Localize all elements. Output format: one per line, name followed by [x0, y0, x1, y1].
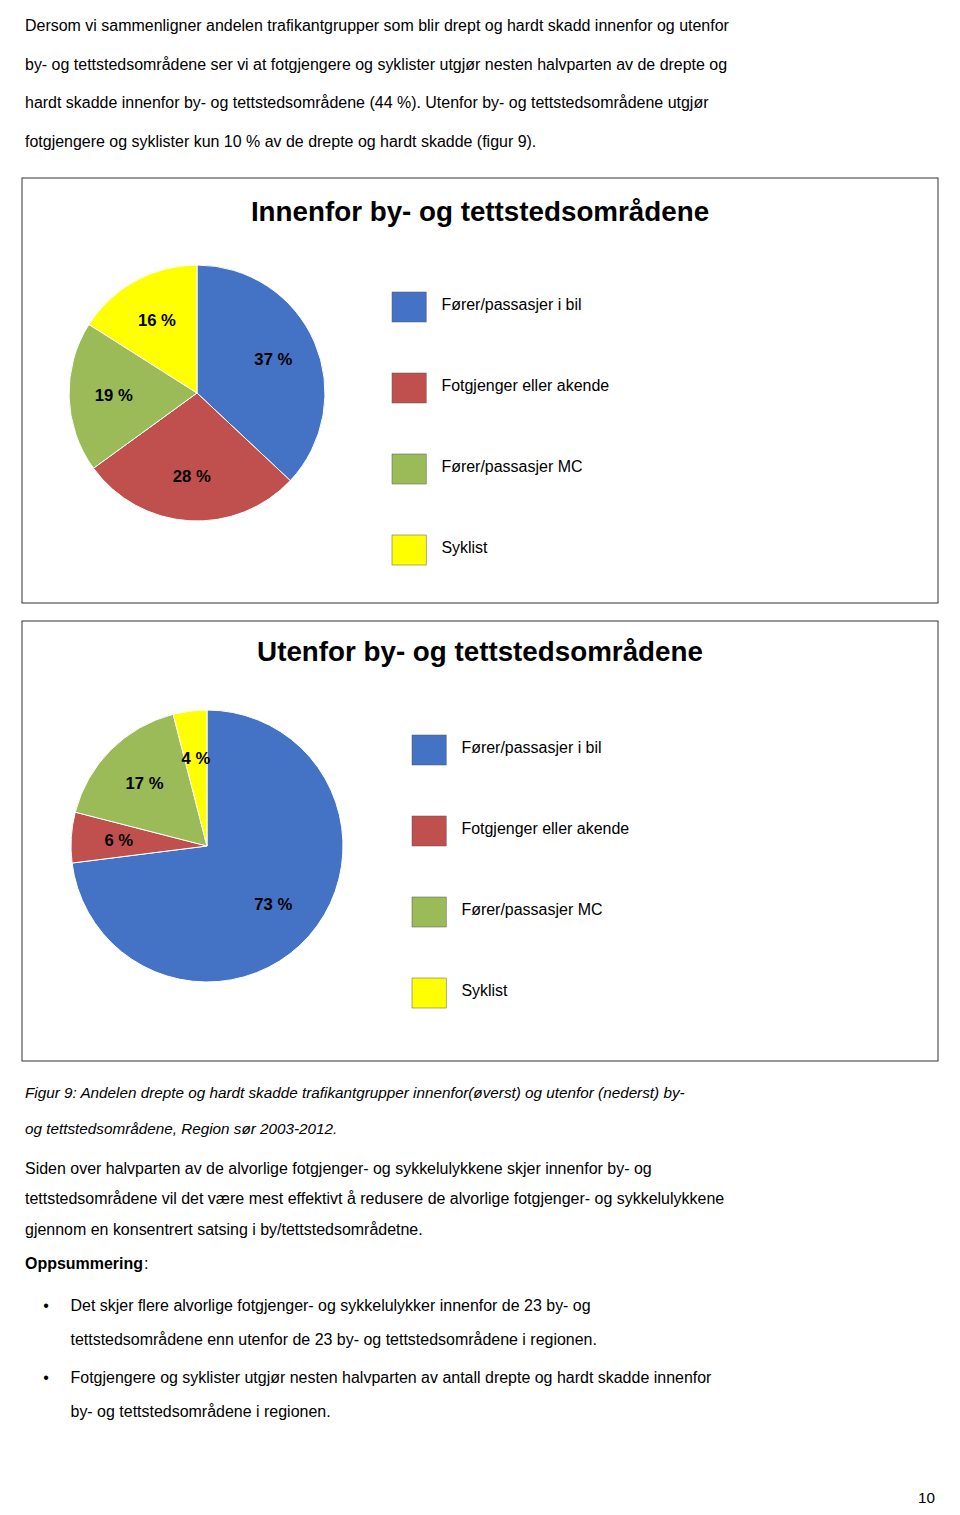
legend: Fører/passasjer i bil Fotgjenger eller ak…	[392, 292, 609, 565]
data-label: 6 %	[104, 831, 133, 850]
data-label: 16 %	[138, 311, 176, 330]
caption-line: Figur 9: Andelen drepte og hardt skadde …	[25, 1084, 685, 1101]
legend-swatch	[392, 373, 426, 403]
chart-title: Innenfor by- og tettstedsområdene	[251, 196, 709, 227]
summary-title: Oppsummering	[25, 1255, 143, 1272]
chart-title: Utenfor by- og tettstedsområdene	[257, 636, 703, 667]
legend-item: Fører/passasjer i bil	[412, 735, 602, 765]
data-label: 17 %	[126, 774, 164, 793]
page-number: 10	[918, 1489, 935, 1506]
data-label: 4 %	[182, 749, 211, 768]
legend-swatch	[412, 735, 446, 765]
bullet-line: Det skjer flere alvorlige fotgjenger- og…	[71, 1297, 591, 1314]
bullet-symbol: •	[43, 1297, 49, 1314]
bullet-symbol: •	[43, 1369, 49, 1386]
data-label: 19 %	[95, 386, 133, 405]
legend-swatch	[392, 535, 426, 565]
legend-swatch	[392, 292, 426, 322]
body-line: Siden over halvparten av de alvorlige fo…	[25, 1160, 652, 1177]
legend-label: Fører/passasjer MC	[441, 458, 582, 475]
legend: Fører/passasjer i bil Fotgjenger eller ak…	[412, 735, 629, 1008]
data-label: 28 %	[173, 467, 211, 486]
pie-panel: Utenfor by- og tettstedsområdene 73 % 6 % 1…	[22, 621, 938, 1061]
panel-frame	[22, 178, 938, 603]
bullet-line: Fotgjengere og syklister utgjør nesten h…	[71, 1369, 713, 1386]
panel-frame	[22, 621, 938, 1061]
legend-item: Fotgjenger eller akende	[412, 816, 629, 846]
legend-item: Fører/passasjer MC	[412, 897, 602, 927]
summary-suffix: :	[144, 1255, 148, 1272]
legend-label: Fører/passasjer i bil	[441, 296, 581, 313]
legend-swatch	[392, 454, 426, 484]
pie-slice	[72, 710, 343, 982]
data-label: 73 %	[254, 895, 292, 914]
body-line: tettstedsområdene vil det være mest effe…	[25, 1190, 724, 1207]
intro-line: Dersom vi sammenligner andelen trafikant…	[25, 17, 730, 34]
legend-item: Fører/passasjer i bil	[392, 292, 582, 322]
body-line: gjennom en konsentrert satsing i by/tett…	[25, 1221, 423, 1238]
legend-label: Fotgjenger eller akende	[461, 820, 629, 837]
data-label: 37 %	[254, 350, 292, 369]
legend-swatch	[412, 978, 446, 1008]
intro-line: fotgjengere og syklister kun 10 % av de …	[25, 133, 536, 150]
pie-slice	[173, 710, 207, 846]
legend-label: Syklist	[441, 539, 488, 556]
intro-line: hardt skadde innenfor by- og tettstedsom…	[25, 94, 709, 111]
legend-label: Syklist	[461, 982, 508, 999]
legend-item: Syklist	[392, 535, 488, 565]
bullet-line: by- og tettstedsområdene i regionen.	[71, 1403, 331, 1420]
legend-label: Fører/passasjer MC	[461, 901, 602, 918]
pie: 73 % 6 % 17 % 4 %	[71, 710, 343, 982]
legend-swatch	[412, 816, 446, 846]
legend-label: Fotgjenger eller akende	[441, 377, 609, 394]
page: Dersom vi sammenligner andelen trafikant…	[0, 0, 960, 1515]
intro-line: by- og tettstedsområdene ser vi at fotgj…	[25, 56, 727, 73]
legend-item: Syklist	[412, 978, 508, 1008]
legend-swatch	[412, 897, 446, 927]
legend-item: Fotgjenger eller akende	[392, 373, 609, 403]
legend-label: Fører/passasjer i bil	[461, 739, 601, 756]
caption-line: og tettstedsområdene, Region sør 2003-20…	[25, 1120, 337, 1137]
bullet-line: tettstedsområdene enn utenfor de 23 by- …	[71, 1331, 597, 1348]
pie: 37 % 28 % 19 % 16 %	[69, 265, 325, 521]
pie-panel: Innenfor by- og tettstedsområdene 37 % 28 …	[22, 178, 938, 603]
legend-item: Fører/passasjer MC	[392, 454, 582, 484]
pie-slice	[89, 265, 197, 393]
